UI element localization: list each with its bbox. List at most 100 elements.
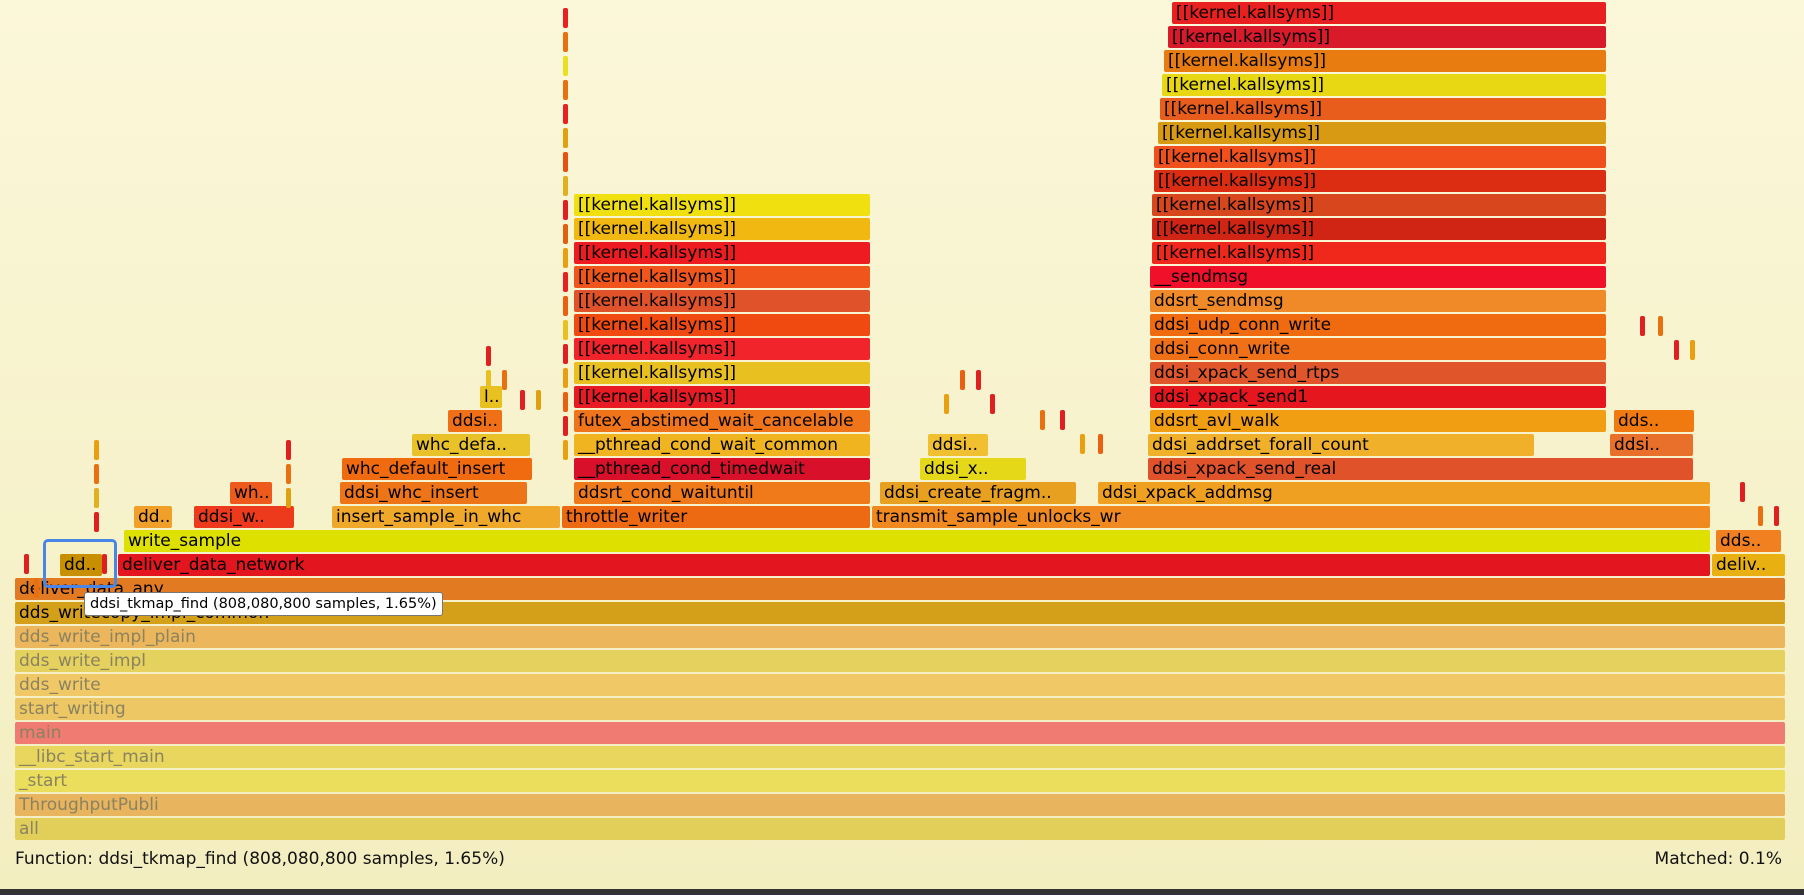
- flame-frame[interactable]: [[kernel.kallsyms]]: [1154, 146, 1606, 168]
- flame-frame[interactable]: [[kernel.kallsyms]]: [1152, 242, 1606, 264]
- flame-frame[interactable]: [[kernel.kallsyms]]: [574, 218, 870, 240]
- flame-frame[interactable]: dds_write_impl_plain: [15, 626, 1785, 648]
- flame-sliver[interactable]: [1774, 506, 1779, 526]
- flame-frame[interactable]: l..: [480, 386, 502, 408]
- flame-frame[interactable]: ddsi_whc_insert: [340, 482, 527, 504]
- flame-frame[interactable]: ddsi_w..: [194, 506, 294, 528]
- flame-sliver[interactable]: [94, 488, 99, 508]
- flame-sliver[interactable]: [563, 104, 568, 124]
- flame-frame[interactable]: [[kernel.kallsyms]]: [574, 266, 870, 288]
- flame-frame[interactable]: dds..: [1716, 530, 1781, 552]
- flame-sliver[interactable]: [536, 390, 541, 410]
- flame-frame[interactable]: ddsrt_avl_walk: [1150, 410, 1606, 432]
- flame-graph[interactable]: all ThroughputPubli _start __libc_start_mai…: [0, 0, 1804, 845]
- flame-sliver[interactable]: [1060, 410, 1065, 430]
- flame-sliver[interactable]: [990, 394, 995, 414]
- flame-frame[interactable]: [[kernel.kallsyms]]: [1154, 170, 1606, 192]
- flame-frame[interactable]: ddsi..: [1610, 434, 1693, 456]
- flame-sliver[interactable]: [286, 488, 291, 508]
- flame-sliver[interactable]: [563, 296, 568, 316]
- flame-sliver[interactable]: [34, 578, 39, 598]
- flame-sliver[interactable]: [286, 464, 291, 484]
- flame-frame[interactable]: write_sample: [124, 530, 1710, 552]
- flame-frame[interactable]: start_writing: [15, 698, 1785, 720]
- flame-frame[interactable]: ddsi_addrset_forall_count: [1148, 434, 1534, 456]
- flame-frame[interactable]: [[kernel.kallsyms]]: [1158, 122, 1606, 144]
- flame-frame[interactable]: ddsi_xpack_send_real: [1148, 458, 1693, 480]
- flame-frame[interactable]: [[kernel.kallsyms]]: [574, 242, 870, 264]
- flame-frame[interactable]: insert_sample_in_whc: [332, 506, 560, 528]
- flame-sliver[interactable]: [486, 370, 491, 390]
- flame-sliver[interactable]: [976, 370, 981, 390]
- flame-frame[interactable]: [[kernel.kallsyms]]: [1152, 194, 1606, 216]
- flame-frame[interactable]: [[kernel.kallsyms]]: [1162, 74, 1606, 96]
- flame-sliver[interactable]: [520, 390, 525, 410]
- flame-frame[interactable]: __pthread_cond_timedwait: [574, 458, 870, 480]
- flame-sliver[interactable]: [94, 464, 99, 484]
- flame-frame[interactable]: wh..: [230, 482, 272, 504]
- flame-frame[interactable]: [[kernel.kallsyms]]: [1152, 218, 1606, 240]
- flame-frame[interactable]: [[kernel.kallsyms]]: [574, 338, 870, 360]
- flame-sliver[interactable]: [563, 224, 568, 244]
- flame-sliver[interactable]: [563, 200, 568, 220]
- flame-frame[interactable]: ddsi..: [448, 410, 502, 432]
- flame-sliver[interactable]: [563, 368, 568, 388]
- flame-sliver[interactable]: [563, 416, 568, 436]
- flame-frame[interactable]: ThroughputPubli: [15, 794, 1785, 816]
- flame-frame[interactable]: ddsi_xpack_send1: [1150, 386, 1606, 408]
- flame-sliver[interactable]: [502, 370, 507, 390]
- flame-sliver[interactable]: [563, 56, 568, 76]
- flame-frame[interactable]: futex_abstimed_wait_cancelable: [574, 410, 870, 432]
- flame-sliver[interactable]: [1080, 434, 1085, 454]
- flame-frame[interactable]: transmit_sample_unlocks_wr: [872, 506, 1710, 528]
- flame-frame[interactable]: [[kernel.kallsyms]]: [574, 362, 870, 384]
- flame-sliver[interactable]: [563, 128, 568, 148]
- flame-frame[interactable]: dd..: [134, 506, 172, 528]
- flame-frame[interactable]: _start: [15, 770, 1785, 792]
- flame-frame[interactable]: ddsi..: [928, 434, 988, 456]
- flame-frame[interactable]: [[kernel.kallsyms]]: [1164, 50, 1606, 72]
- flame-sliver[interactable]: [24, 554, 29, 574]
- flame-sliver[interactable]: [486, 346, 491, 366]
- flame-sliver[interactable]: [563, 176, 568, 196]
- flame-frame[interactable]: [[kernel.kallsyms]]: [574, 290, 870, 312]
- flame-frame[interactable]: ddsi_udp_conn_write: [1150, 314, 1606, 336]
- flame-sliver[interactable]: [563, 272, 568, 292]
- flame-frame[interactable]: ddsrt_sendmsg: [1150, 290, 1606, 312]
- flame-frame[interactable]: ddsi_conn_write: [1150, 338, 1606, 360]
- flame-sliver[interactable]: [1640, 316, 1645, 336]
- flame-frame[interactable]: dds_write_impl: [15, 650, 1785, 672]
- flame-sliver[interactable]: [563, 32, 568, 52]
- flame-frame[interactable]: ddsi_xpack_send_rtps: [1150, 362, 1606, 384]
- flame-sliver[interactable]: [94, 512, 99, 532]
- flame-frame[interactable]: __pthread_cond_wait_common: [574, 434, 870, 456]
- flame-frame[interactable]: [[kernel.kallsyms]]: [574, 194, 870, 216]
- flame-frame[interactable]: whc_defa..: [412, 434, 530, 456]
- flame-sliver[interactable]: [563, 440, 568, 460]
- flame-frame[interactable]: [[kernel.kallsyms]]: [574, 314, 870, 336]
- flame-frame[interactable]: [[kernel.kallsyms]]: [574, 386, 870, 408]
- flame-frame[interactable]: dd..: [60, 554, 102, 576]
- flame-sliver[interactable]: [563, 344, 568, 364]
- flame-sliver[interactable]: [286, 440, 291, 460]
- flame-sliver[interactable]: [563, 392, 568, 412]
- flame-sliver[interactable]: [102, 554, 107, 574]
- flame-sliver[interactable]: [94, 440, 99, 460]
- flame-frame[interactable]: ddsrt_cond_waituntil: [574, 482, 870, 504]
- flame-frame[interactable]: ddsi_x..: [920, 458, 1026, 480]
- flame-sliver[interactable]: [563, 248, 568, 268]
- flame-sliver[interactable]: [563, 8, 568, 28]
- flame-frame[interactable]: deliver_data_network: [118, 554, 1710, 576]
- flame-frame[interactable]: main: [15, 722, 1785, 744]
- flame-frame[interactable]: ddsi_xpack_addmsg: [1098, 482, 1710, 504]
- flame-frame[interactable]: all: [15, 818, 1785, 840]
- flame-sliver[interactable]: [1740, 482, 1745, 502]
- flame-frame[interactable]: dds_write: [15, 674, 1785, 696]
- flame-sliver[interactable]: [563, 320, 568, 340]
- flame-sliver[interactable]: [1758, 506, 1763, 526]
- flame-frame[interactable]: [[kernel.kallsyms]]: [1160, 98, 1606, 120]
- flame-frame[interactable]: __libc_start_main: [15, 746, 1785, 768]
- flame-frame[interactable]: whc_default_insert: [342, 458, 532, 480]
- flame-sliver[interactable]: [1674, 340, 1679, 360]
- flame-sliver[interactable]: [1690, 340, 1695, 360]
